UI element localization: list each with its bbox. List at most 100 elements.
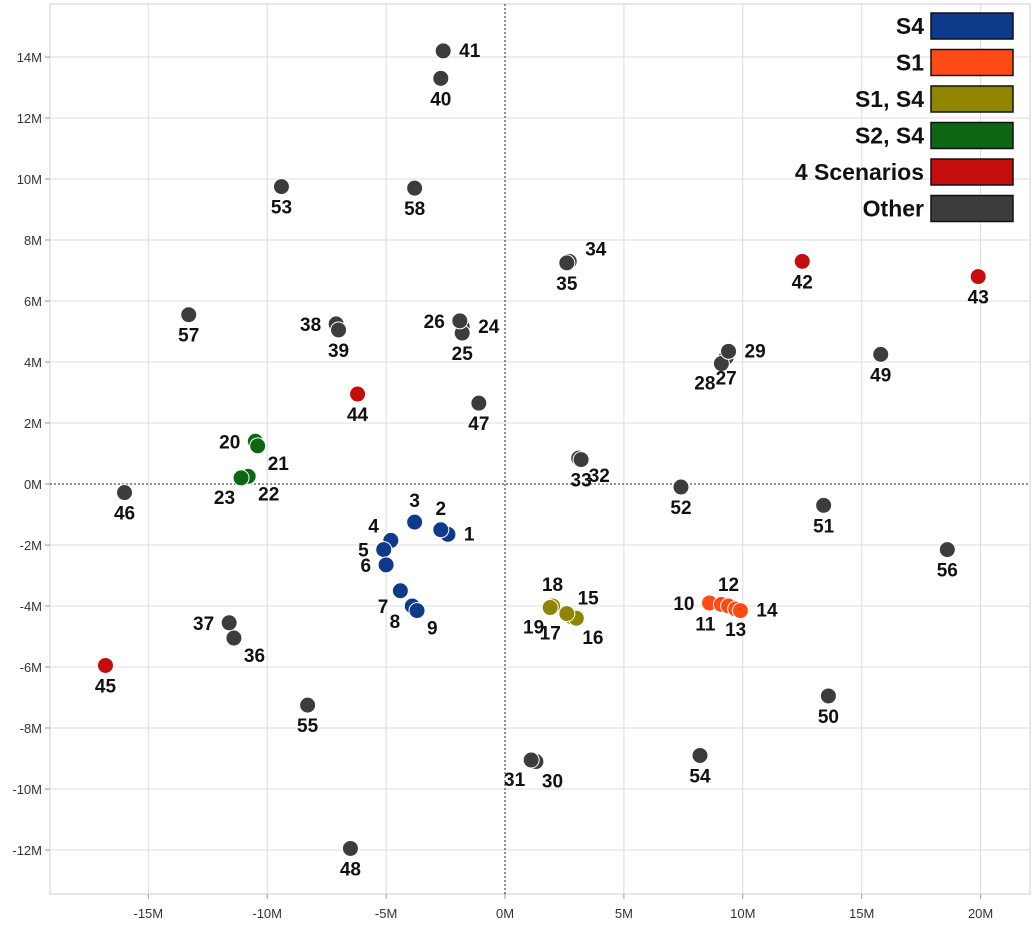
- point-label-51: 51: [813, 516, 835, 537]
- data-point-42[interactable]: [793, 252, 811, 270]
- data-point-45[interactable]: [96, 656, 114, 674]
- legend-label: Other: [863, 196, 924, 222]
- point-label-30: 30: [542, 772, 563, 793]
- data-point-55[interactable]: [299, 696, 317, 714]
- data-point-44[interactable]: [349, 385, 367, 403]
- point-label-10: 10: [673, 594, 694, 615]
- y-tick-label: 14M: [17, 50, 42, 65]
- legend: S4 S1 S1, S4 S2, S4 4 Scenarios Other: [795, 12, 1014, 223]
- data-point-2[interactable]: [432, 521, 450, 539]
- y-tick-label: 10M: [17, 172, 42, 187]
- legend-swatch: [930, 194, 1014, 223]
- point-label-5: 5: [358, 541, 369, 562]
- point-label-27: 27: [716, 368, 737, 389]
- legend-label: S4: [896, 13, 924, 39]
- legend-swatch: [930, 121, 1014, 150]
- y-tick-label: 4M: [24, 355, 42, 370]
- x-tick-label: 5M: [615, 906, 633, 921]
- data-point-21[interactable]: [249, 437, 267, 455]
- point-label-31: 31: [504, 770, 526, 791]
- x-tick-label: 20M: [968, 906, 993, 921]
- legend-item-3[interactable]: S2, S4: [855, 121, 1014, 150]
- data-point-9[interactable]: [408, 602, 426, 620]
- data-point-3[interactable]: [406, 513, 424, 531]
- point-label-18: 18: [542, 575, 563, 596]
- point-label-53: 53: [271, 198, 292, 219]
- x-tick-label: 0M: [496, 906, 514, 921]
- data-point-49[interactable]: [872, 345, 890, 363]
- legend-swatch: [930, 12, 1014, 40]
- legend-item-2[interactable]: S1, S4: [855, 85, 1014, 113]
- data-point-54[interactable]: [691, 746, 709, 764]
- legend-label: S2, S4: [855, 123, 924, 149]
- data-point-23[interactable]: [232, 469, 250, 487]
- data-point-47[interactable]: [470, 394, 488, 412]
- data-point-39[interactable]: [330, 321, 348, 339]
- data-point-6[interactable]: [377, 556, 395, 574]
- data-point-33[interactable]: [572, 451, 590, 469]
- data-point-35[interactable]: [558, 254, 576, 272]
- y-tick-label: -4M: [20, 599, 42, 614]
- data-point-14[interactable]: [731, 602, 749, 620]
- data-point-36[interactable]: [225, 629, 243, 647]
- gridlines: [50, 4, 1030, 894]
- point-label-13: 13: [725, 620, 746, 641]
- data-point-19[interactable]: [541, 599, 559, 617]
- data-point-53[interactable]: [272, 178, 290, 196]
- point-label-35: 35: [556, 274, 578, 295]
- point-label-34: 34: [585, 239, 607, 260]
- y-tick-label: -6M: [20, 660, 42, 675]
- legend-swatch: [930, 158, 1014, 186]
- data-point-43[interactable]: [969, 268, 987, 286]
- point-label-29: 29: [745, 341, 766, 362]
- legend-item-1[interactable]: S1: [896, 48, 1014, 77]
- legend-swatch: [930, 85, 1014, 113]
- data-point-48[interactable]: [341, 839, 359, 857]
- data-point-40[interactable]: [432, 69, 450, 87]
- point-label-41: 41: [459, 41, 481, 62]
- y-tick-label: 8M: [24, 233, 42, 248]
- point-label-55: 55: [297, 716, 319, 737]
- data-point-52[interactable]: [672, 478, 690, 496]
- point-label-49: 49: [870, 365, 891, 386]
- legend-swatch: [930, 48, 1014, 77]
- data-point-58[interactable]: [406, 179, 424, 197]
- point-label-9: 9: [427, 619, 438, 640]
- point-label-38: 38: [300, 315, 321, 336]
- point-label-46: 46: [114, 504, 135, 525]
- y-tick-label: 6M: [24, 294, 42, 309]
- legend-item-4[interactable]: 4 Scenarios: [795, 158, 1014, 186]
- data-point-26[interactable]: [451, 312, 469, 330]
- y-tick-label: -10M: [12, 782, 42, 797]
- point-label-33: 33: [571, 471, 592, 492]
- data-point-37[interactable]: [220, 614, 238, 632]
- data-point-31[interactable]: [522, 751, 540, 769]
- point-label-16: 16: [582, 628, 603, 649]
- point-label-6: 6: [361, 556, 372, 577]
- data-point-51[interactable]: [815, 496, 833, 514]
- axis-ticks: -15M -10M -5M 0M 5M 10M 15M 20M14M12M10M8M6M4M2…: [12, 50, 993, 921]
- point-label-1: 1: [464, 524, 475, 545]
- data-point-56[interactable]: [938, 541, 956, 559]
- data-point-41[interactable]: [434, 42, 452, 60]
- data-point-57[interactable]: [180, 306, 198, 324]
- legend-item-0[interactable]: S4: [896, 12, 1014, 40]
- point-label-47: 47: [468, 414, 489, 435]
- data-point-5[interactable]: [375, 541, 393, 559]
- legend-label: S1: [896, 50, 924, 76]
- point-label-4: 4: [368, 516, 379, 537]
- data-point-46[interactable]: [116, 484, 134, 502]
- legend-item-5[interactable]: Other: [863, 194, 1014, 223]
- data-point-50[interactable]: [819, 687, 837, 705]
- data-points: [96, 42, 987, 857]
- data-point-29[interactable]: [720, 342, 738, 360]
- data-point-7[interactable]: [391, 582, 409, 600]
- point-label-39: 39: [328, 341, 349, 362]
- point-label-54: 54: [689, 766, 711, 787]
- data-point-17[interactable]: [558, 605, 576, 623]
- x-tick-label: 10M: [730, 906, 755, 921]
- y-tick-label: -8M: [20, 721, 42, 736]
- point-label-14: 14: [756, 601, 778, 622]
